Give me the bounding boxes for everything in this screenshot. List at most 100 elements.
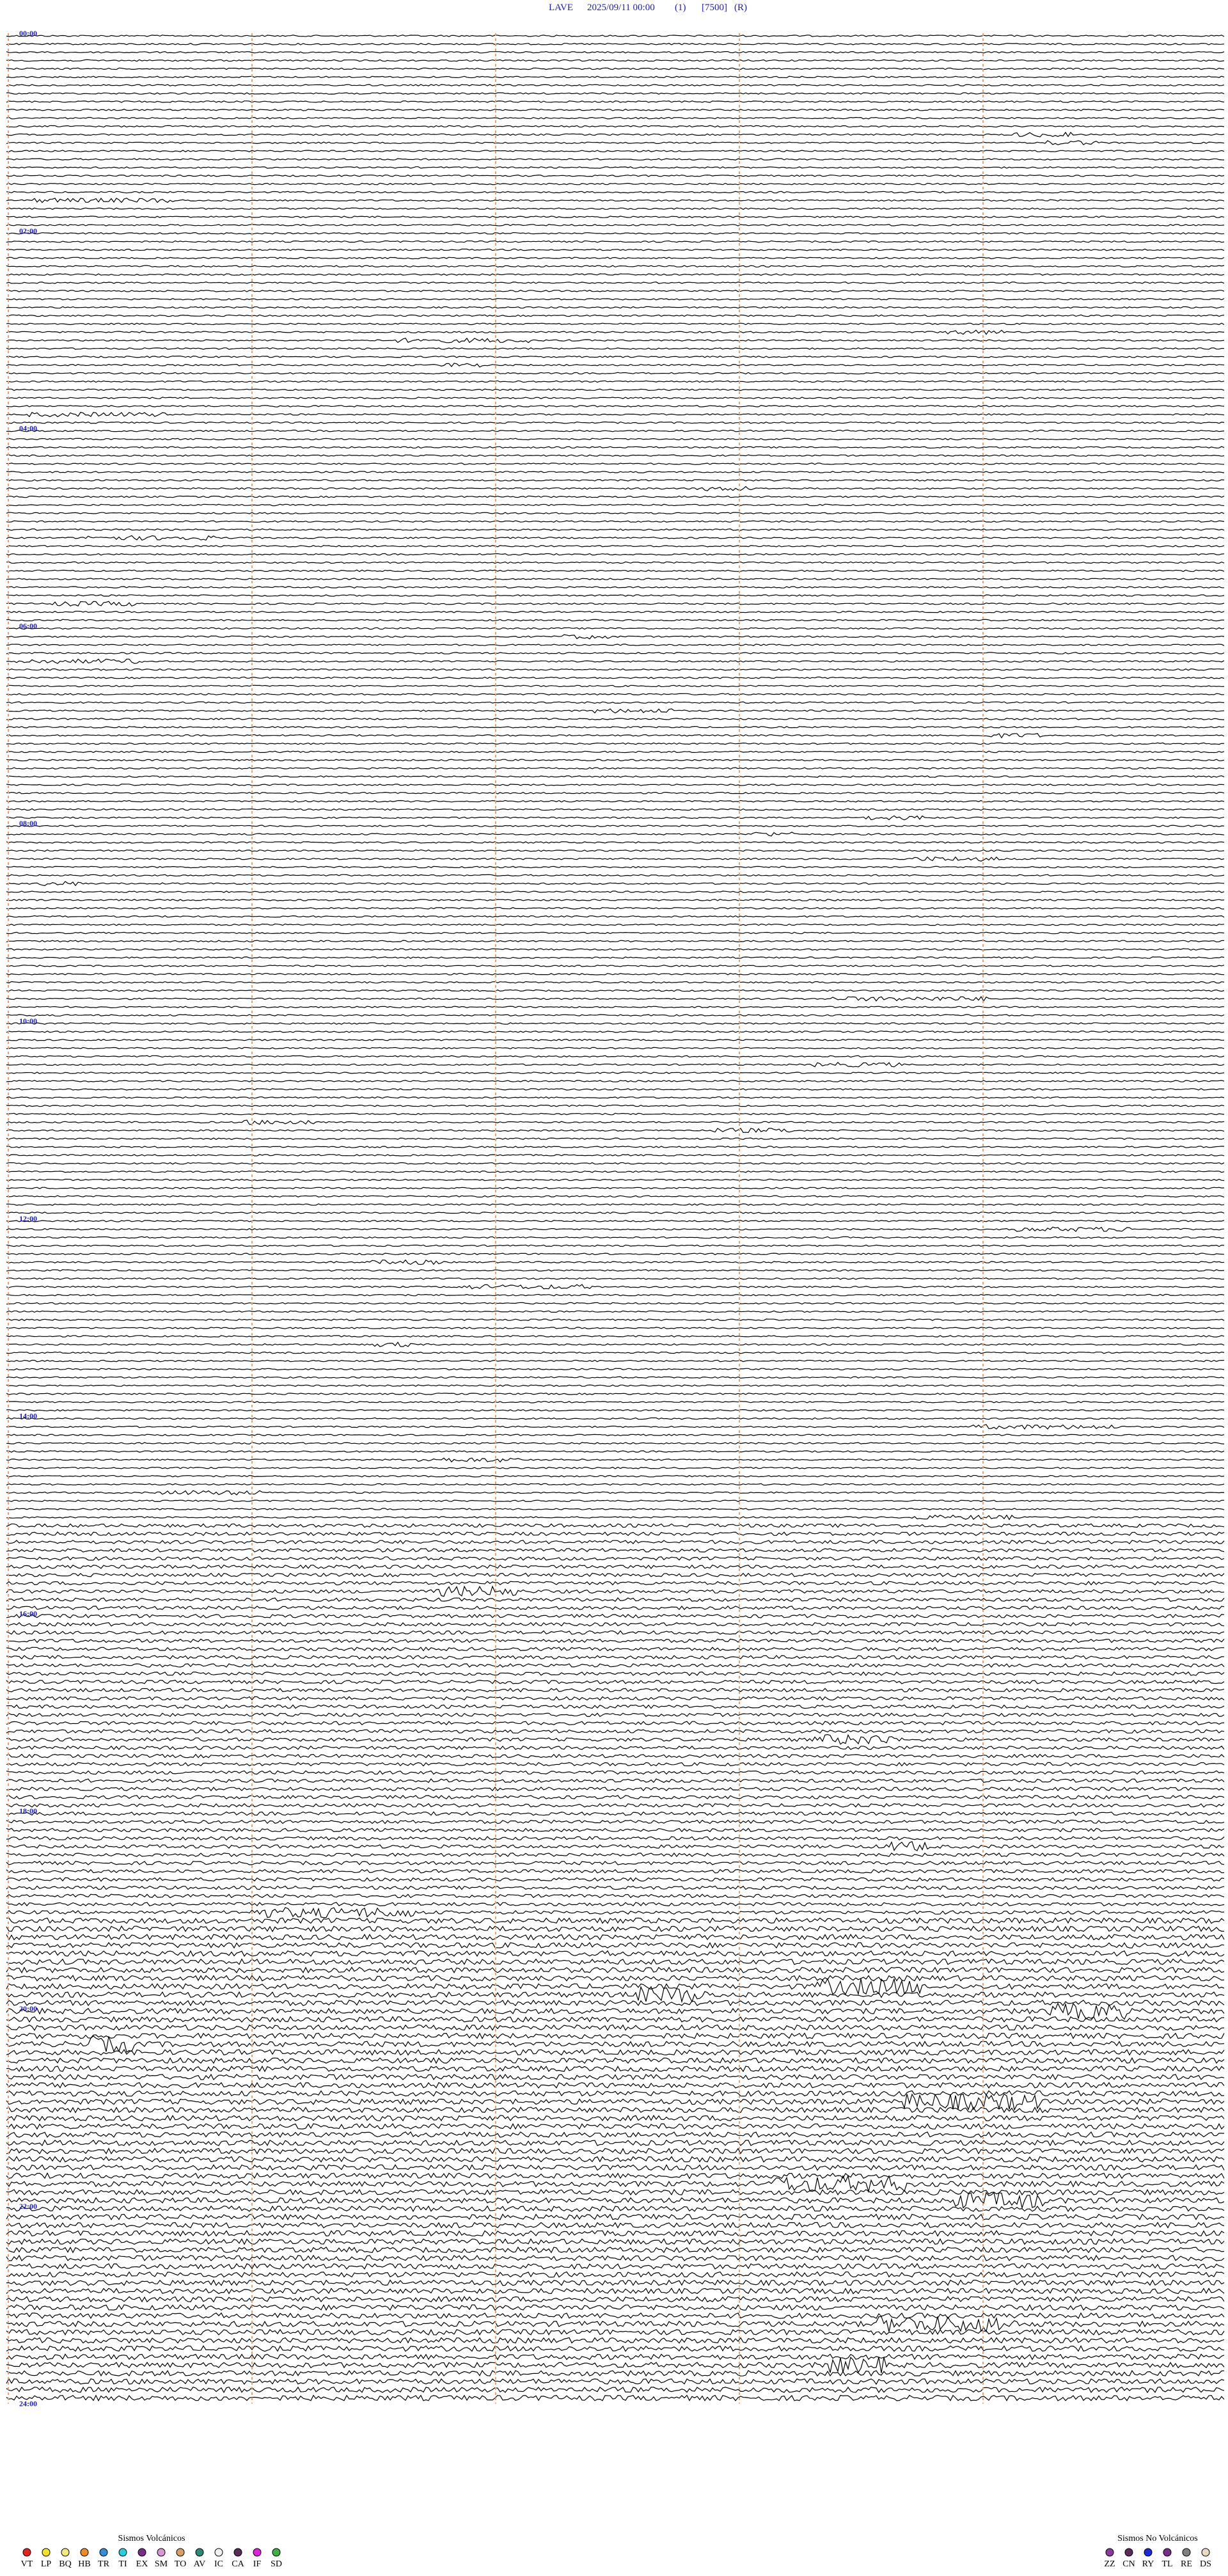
trace — [6, 2263, 1225, 2270]
trace — [6, 1022, 1225, 1025]
trace — [6, 1704, 1225, 1709]
legend-volcanic: Sismos Volcánicos VT LP BQ HB TR TI EX SM TO AV IC C… — [21, 2534, 282, 2569]
trace — [6, 1770, 1225, 1775]
trace — [6, 1841, 1225, 1851]
legend-title: Sismos Volcánicos — [118, 2534, 185, 2543]
channel: (1) — [675, 3, 686, 13]
trace — [6, 1999, 1225, 2007]
trace — [6, 197, 1225, 203]
time-label: 14:00 — [19, 1412, 37, 1421]
trace — [6, 182, 1225, 186]
trace — [6, 1178, 1225, 1181]
trace — [6, 1483, 1225, 1486]
legend-swatch — [176, 2548, 185, 2557]
trace — [6, 150, 1225, 152]
trace — [6, 1975, 1225, 1982]
legend-code: IC — [214, 2559, 223, 2569]
trace — [6, 1630, 1225, 1635]
trace — [6, 2032, 1225, 2040]
trace — [6, 1187, 1225, 1190]
trace — [6, 644, 1225, 646]
trace — [6, 2369, 1225, 2377]
legend-code: SD — [271, 2559, 282, 2569]
time-label: 00:00 — [19, 29, 37, 38]
trace — [6, 2172, 1225, 2179]
legend-swatch — [1124, 2548, 1133, 2557]
time-label: 12:00 — [19, 1214, 37, 1223]
trace — [6, 1351, 1225, 1354]
trace — [6, 578, 1225, 581]
trace — [6, 1907, 1225, 1918]
trace — [6, 446, 1225, 449]
trace — [6, 131, 1225, 138]
trace — [6, 825, 1225, 828]
trace — [6, 207, 1225, 210]
trace — [6, 290, 1225, 292]
trace — [6, 1671, 1225, 1677]
trace — [6, 1925, 1224, 1932]
trace — [6, 1203, 1225, 1206]
legend-swatch — [1182, 2548, 1191, 2557]
trace — [6, 1540, 1225, 1545]
trace — [6, 1572, 1225, 1577]
trace — [6, 2156, 1225, 2163]
trace — [6, 1341, 1225, 1347]
time-label: 08:00 — [19, 819, 37, 828]
trace — [6, 1745, 1225, 1750]
trace — [6, 1128, 1225, 1134]
trace — [6, 2174, 1225, 2193]
trace — [6, 1547, 1225, 1553]
trace — [6, 100, 1225, 103]
trace — [6, 701, 1225, 704]
trace — [6, 2131, 1225, 2138]
trace — [6, 1585, 1225, 1597]
legend-title: Sismos No Volcánicos — [1117, 2534, 1198, 2543]
trace — [6, 1062, 1225, 1068]
trace — [6, 1137, 1225, 1140]
legend-code: RE — [1181, 2559, 1192, 2569]
trace — [6, 503, 1225, 507]
trace — [6, 397, 1225, 399]
trace — [6, 1679, 1225, 1684]
legend-code: AV — [194, 2559, 205, 2569]
trace — [6, 923, 1225, 926]
trace — [6, 1869, 1225, 1874]
trace — [6, 767, 1225, 770]
trace — [6, 2065, 1225, 2073]
trace — [6, 2254, 1225, 2262]
trace — [6, 940, 1224, 943]
trace — [6, 51, 1225, 54]
trace — [6, 2122, 1225, 2130]
trace — [6, 355, 1225, 358]
trace — [6, 174, 1225, 177]
trace — [6, 2328, 1225, 2336]
trace — [6, 1244, 1225, 1247]
trace — [6, 314, 1225, 317]
trace — [6, 907, 1225, 910]
trace — [6, 2002, 1225, 2020]
trace — [6, 1442, 1225, 1445]
trace — [6, 1195, 1225, 1198]
trace — [6, 297, 1225, 301]
trace — [6, 2279, 1225, 2286]
trace — [6, 684, 1225, 688]
trace — [6, 2353, 1225, 2360]
legend-code: CN — [1122, 2559, 1135, 2569]
legend-code: RY — [1142, 2559, 1154, 2569]
trace — [6, 1335, 1225, 1338]
trace — [6, 421, 1225, 424]
trace — [6, 1514, 1225, 1521]
trace — [6, 1531, 1225, 1537]
trace — [6, 1006, 1225, 1009]
trace — [6, 1293, 1225, 1297]
trace — [6, 1860, 1225, 1865]
trace — [6, 1787, 1225, 1792]
legend-swatch — [22, 2548, 31, 2557]
trace — [6, 1088, 1224, 1091]
trace — [6, 1269, 1225, 1272]
trace — [6, 438, 1225, 441]
trace — [6, 899, 1225, 901]
trace — [6, 43, 1225, 45]
trace — [6, 2205, 1225, 2213]
scale: [7500] — [702, 3, 727, 13]
